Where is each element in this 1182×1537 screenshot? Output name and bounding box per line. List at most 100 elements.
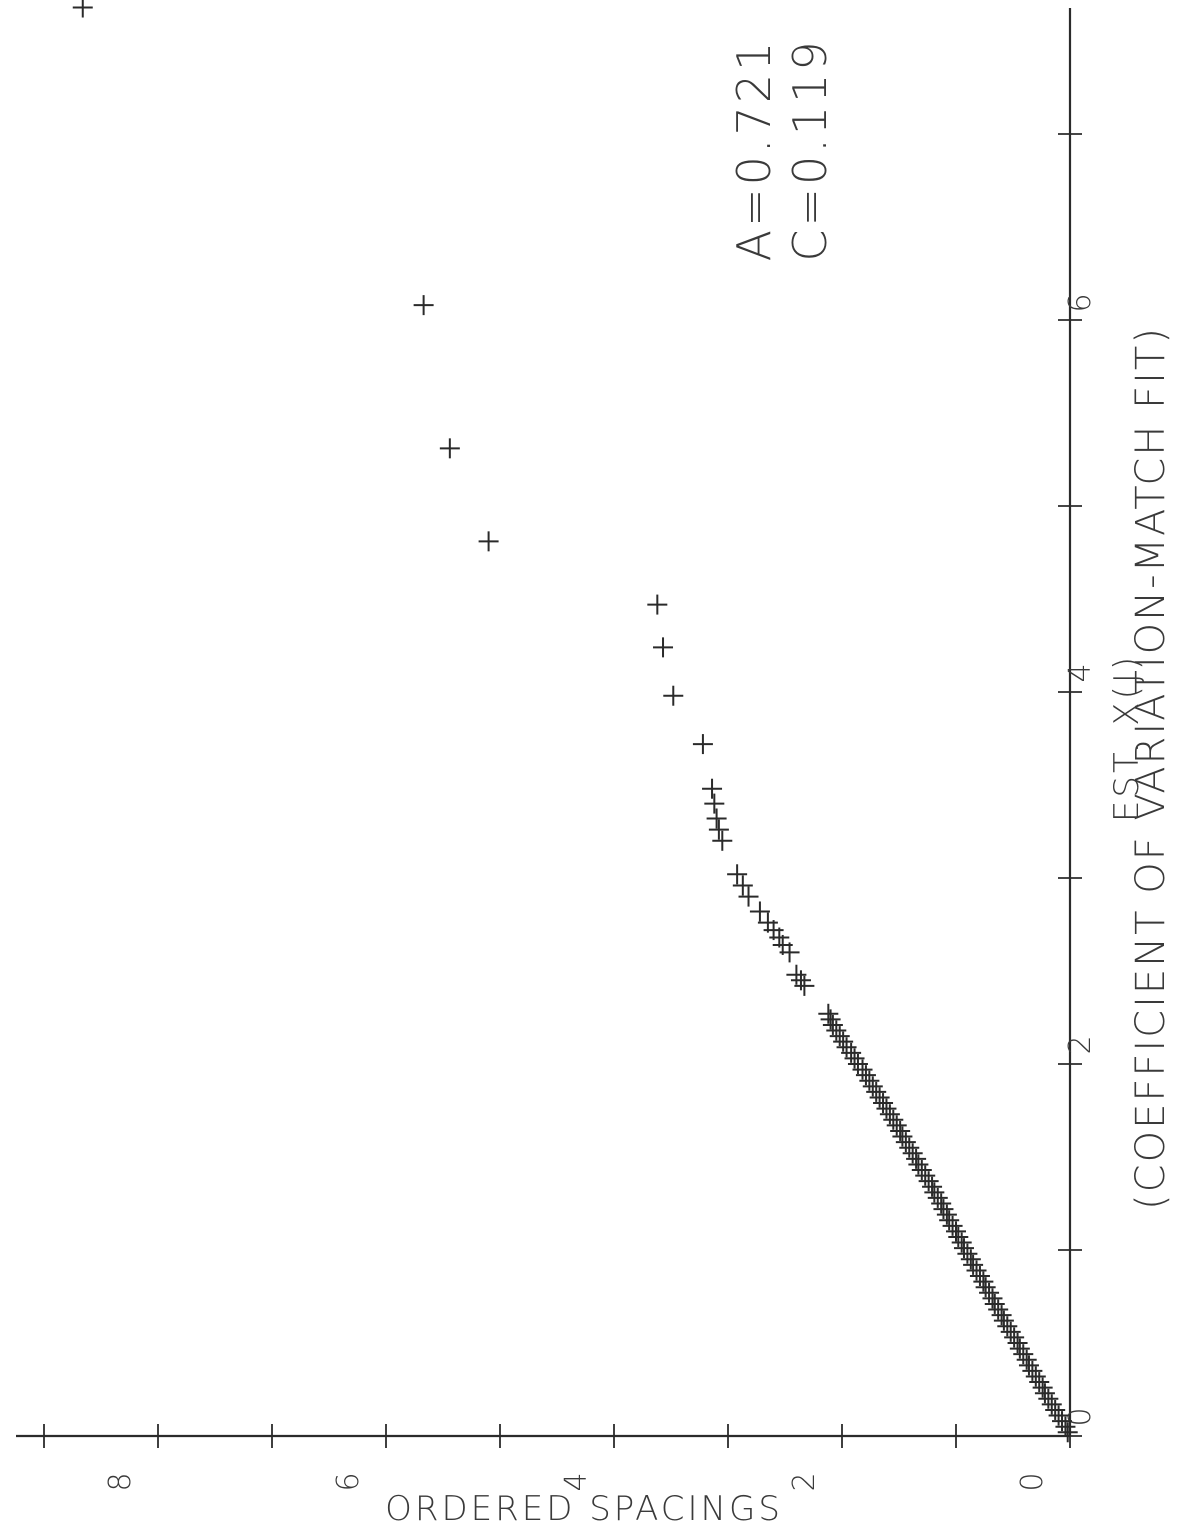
y-tick-label-6: 6 [331,1472,366,1491]
data-point [908,1154,929,1175]
data-point [942,1215,963,1236]
y-tick-label-4: 4 [559,1472,594,1491]
data-point [911,1160,932,1181]
data-point [895,1132,916,1153]
data-point [957,1243,978,1264]
data-point [892,1126,913,1147]
data-point [704,793,725,814]
data-point [973,1271,994,1292]
data-point [708,819,729,840]
data-point [826,1020,847,1041]
data-point [915,1165,936,1186]
data-point [869,1087,890,1108]
data-point [738,886,759,907]
data-point [413,295,434,316]
data-point [922,1176,943,1197]
x-tick-label-2: 2 [1063,1035,1098,1054]
data-point [966,1260,987,1281]
data-point [663,685,684,706]
data-point [991,1305,1012,1326]
data-point [786,964,807,985]
data-point [1038,1388,1059,1409]
data-point [902,1143,923,1164]
data-point [836,1037,857,1058]
data-point [984,1293,1005,1314]
data-point [692,734,713,755]
data-point [879,1104,900,1125]
data-point [1041,1394,1062,1415]
data-point [924,1182,945,1203]
data-point [1004,1327,1025,1348]
data-point [1029,1372,1050,1393]
axes-layer [16,8,1082,1448]
data-point [979,1282,1000,1303]
y-tick-label-0: 0 [1015,1472,1050,1491]
tick-labels-layer: 0 2 4 6 0 2 4 6 8 [103,293,1098,1491]
data-point [969,1266,990,1287]
data-point [1048,1405,1069,1426]
data-point [647,594,668,615]
data-point [1052,1411,1073,1432]
data-point [1007,1333,1028,1353]
data-point [1034,1383,1055,1404]
data-point [890,1120,911,1141]
data-point [439,438,460,459]
data-point [906,1148,927,1169]
data-point [794,975,815,996]
data-point [936,1204,957,1225]
data-point [876,1098,897,1119]
data-point [1018,1355,1039,1376]
data-point [478,531,499,552]
data-point [993,1310,1014,1331]
data-point [833,1031,854,1052]
data-point [1016,1349,1037,1370]
y-tick-label-2: 2 [787,1472,822,1491]
data-point [960,1249,981,1270]
data-point [749,901,770,922]
annotation-a: A=0.721 [727,39,781,262]
data-point [862,1076,883,1097]
data-point [1032,1377,1053,1398]
data-point [1009,1338,1030,1359]
y-tick-label-8: 8 [103,1472,138,1491]
data-point [822,1014,843,1035]
x-axis-title: EST. X(J) [1107,654,1147,822]
y-axis-tick-marks [43,1424,1071,1448]
data-point [757,912,778,933]
data-point [988,1299,1009,1320]
data-point [72,0,93,18]
data-point [1055,1416,1076,1437]
data-point [712,830,733,851]
data-point [927,1187,948,1208]
data-point [883,1109,904,1130]
data-point [939,1210,960,1231]
data-point [866,1081,887,1102]
annotation-layer: A=0.721 C=0.119 [727,38,837,261]
data-point [982,1288,1003,1309]
data-point [847,1054,868,1074]
data-point [886,1115,907,1136]
data-point [1000,1321,1021,1342]
data-point [899,1137,920,1158]
data-point [953,1238,974,1259]
data-point [933,1199,954,1220]
data-point [951,1232,972,1253]
data-point [1045,1399,1066,1420]
data-point [852,1059,873,1080]
data-point [790,970,811,991]
data-point [948,1226,969,1247]
title-layer: (COEFFICIENT OF VARIATION-MATCH FIT) [1128,326,1174,1210]
data-point [1022,1360,1043,1381]
data-point [931,1193,952,1214]
data-point [841,1042,862,1063]
data-point [859,1070,880,1091]
chart-title: (COEFFICIENT OF VARIATION-MATCH FIT) [1128,326,1174,1210]
data-point [918,1171,939,1192]
data-point [855,1065,876,1086]
data-point [702,778,723,799]
data-point [829,1026,850,1047]
data-point [727,864,748,885]
data-point [844,1048,865,1069]
data-point [873,1093,894,1114]
